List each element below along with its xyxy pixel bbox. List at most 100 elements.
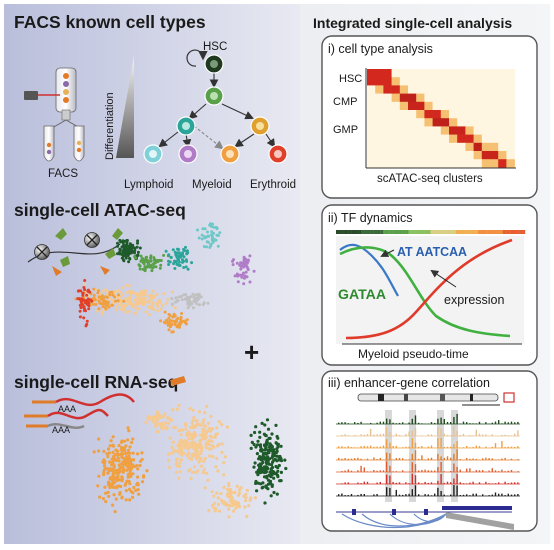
rna-cell-dot [250, 440, 254, 444]
atac-cell-dot [83, 288, 87, 292]
track-peak [411, 462, 413, 472]
track-peak [466, 457, 468, 460]
heatmap-cell [449, 159, 458, 168]
heatmap-cell [367, 134, 376, 144]
track-peak [478, 470, 481, 472]
track-peak [398, 458, 401, 460]
track-peak [462, 433, 465, 436]
heatmap-cell [498, 151, 507, 160]
track-peak [475, 445, 477, 448]
heatmap-cell [408, 110, 417, 119]
rna-cell-dot [191, 432, 195, 436]
rna-cell-dot [135, 464, 139, 468]
track-peak [395, 433, 397, 436]
atac-cell-dot [86, 288, 90, 292]
rna-cell-dot [262, 468, 266, 472]
track-peak [408, 446, 410, 448]
atac-cell-dot [170, 330, 174, 334]
track-peak [469, 423, 471, 424]
track-peak [469, 435, 471, 436]
heatmap-cell [375, 101, 384, 111]
atac-cell-dot [206, 301, 210, 305]
atac-cell-dot [158, 266, 162, 270]
heatmap-cell [473, 77, 483, 86]
heatmap-cell [424, 101, 433, 111]
atac-cell-dot [102, 301, 106, 305]
atac-cell-dot [137, 307, 141, 311]
heatmap-cell [383, 134, 392, 144]
track-peak [379, 434, 381, 436]
rna-cell-dot [185, 439, 189, 443]
heatmap-cell [457, 85, 466, 94]
heatmap-cell [506, 93, 515, 103]
heatmap-cell [449, 69, 458, 78]
rna-cell-dot [92, 450, 96, 454]
pseudotime-bar-segment [427, 230, 431, 234]
rna-cell-dot [188, 441, 192, 445]
atac-cell-dot [182, 266, 186, 269]
rna-cell-dot [234, 506, 238, 510]
heatmap-cell [391, 134, 401, 144]
track-peak [421, 455, 423, 460]
rna-cell-dot [128, 482, 132, 486]
heatmap-cell [375, 142, 384, 152]
heatmap-cell [391, 126, 401, 135]
atac-cell-dot [101, 298, 105, 302]
track-peak [395, 445, 397, 448]
pseudotime-bar-segment [443, 230, 447, 234]
rna-cell-dot [140, 480, 145, 484]
atac-cell-dot [163, 310, 167, 314]
heatmap-cell [457, 142, 466, 152]
atac-cell-dot [192, 293, 196, 297]
pseudotime-color-bar [336, 230, 526, 234]
rna-cell-dot [252, 442, 256, 447]
atac-cell-dot [231, 263, 235, 267]
chromosome-ideogram [357, 392, 515, 406]
track-peak [402, 470, 404, 472]
track-peak [475, 458, 477, 460]
pseudotime-bar-segment [414, 230, 419, 234]
track-peak [392, 471, 394, 472]
track-peak [507, 435, 509, 436]
track-peak [418, 482, 420, 484]
rna-cell-dot [191, 408, 195, 412]
track-peak [344, 495, 346, 496]
atac-cell-dot [166, 298, 170, 302]
track-peak [485, 457, 487, 460]
track-peak [498, 459, 500, 460]
heatmap-cell [490, 118, 499, 127]
rna-cell-dot [267, 473, 271, 477]
pseudotime-bar-segment [424, 230, 428, 234]
atac-cell-dot [80, 297, 84, 301]
atac-cell-dot [198, 303, 201, 307]
track-peak [459, 495, 461, 496]
track-peak [482, 470, 484, 472]
atac-cell-dot [106, 302, 110, 306]
atac-cell-dot [167, 328, 171, 332]
self-renewal-arrow [186, 49, 208, 67]
atac-cell-dot [165, 301, 169, 305]
track-peak [379, 421, 381, 424]
rna-cell-dot [202, 427, 206, 432]
atac-cell-dot [118, 248, 122, 252]
track-peak [475, 423, 477, 424]
rna-cell-dot [124, 455, 128, 459]
rna-cell-dot [258, 444, 263, 449]
track-peak [469, 495, 471, 496]
track-peak [347, 495, 349, 496]
rna-cell-dot [113, 457, 117, 461]
atac-cell-dot [133, 251, 136, 255]
rna-cell-dot [102, 458, 106, 462]
atac-cell-dot [183, 321, 187, 324]
track-peak [366, 434, 369, 436]
rna-cell-dot [245, 488, 249, 492]
rna-cell-dot [173, 449, 177, 454]
track-peak [398, 422, 401, 424]
heatmap-cell [399, 101, 409, 111]
heatmap-cell [383, 159, 392, 168]
track-peak [414, 427, 417, 436]
pseudotime-bar-segment [462, 230, 466, 234]
track-peak [424, 459, 426, 460]
atac-cell-dot [117, 288, 121, 292]
pseudotime-bar-segment [449, 230, 453, 234]
